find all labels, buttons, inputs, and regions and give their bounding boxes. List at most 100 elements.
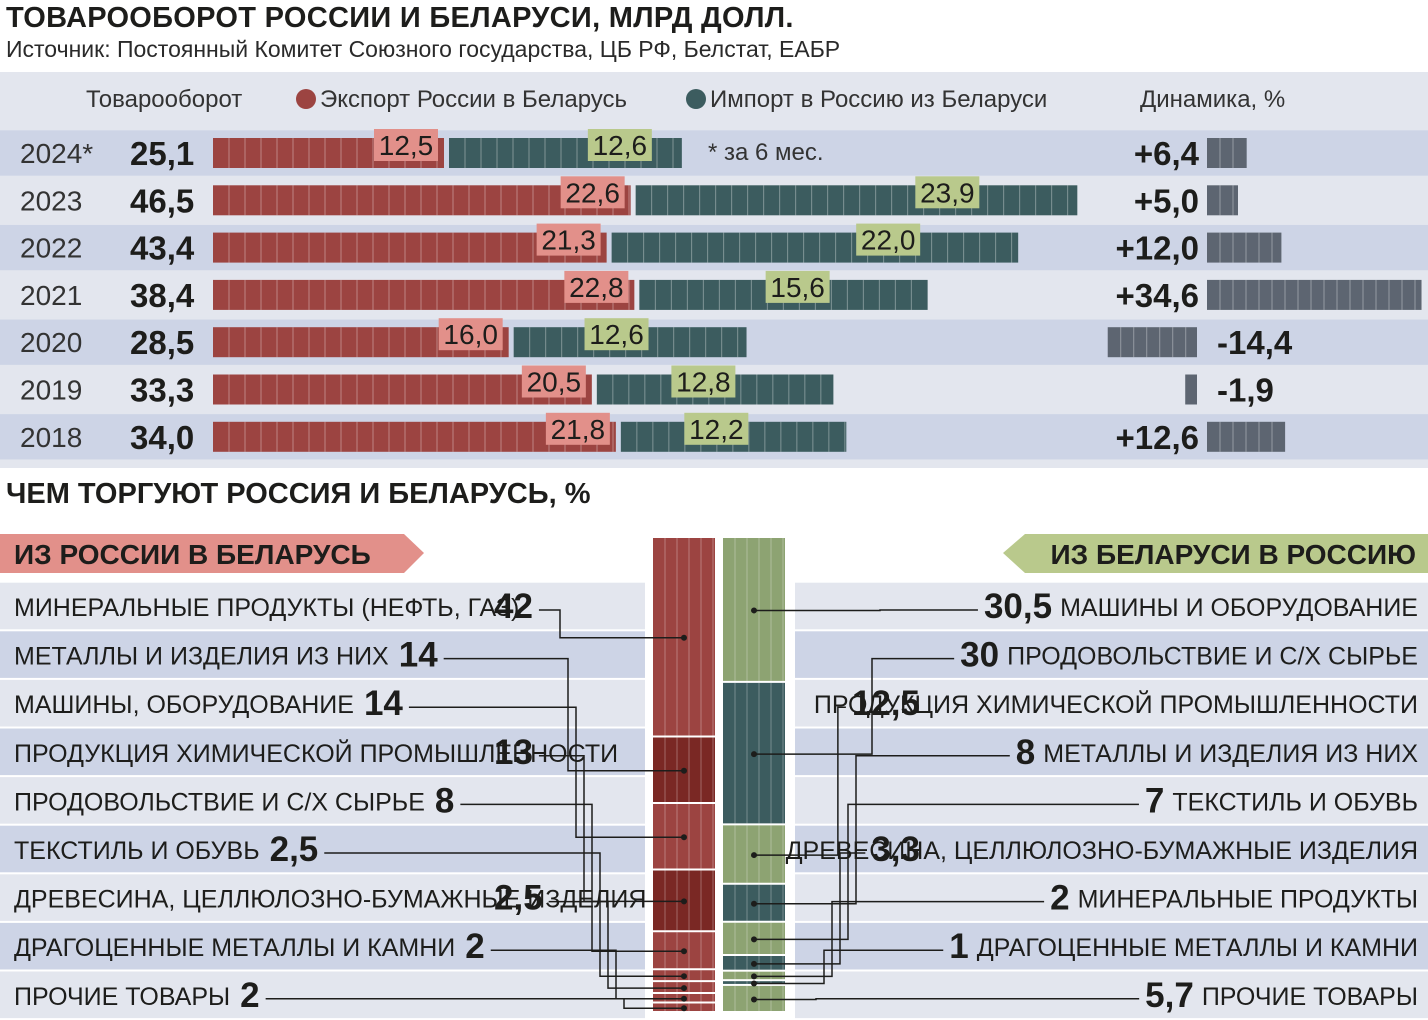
import-item-value: 30,5 bbox=[984, 587, 1052, 626]
export-leader-dot bbox=[681, 834, 687, 841]
export-item-value: 2,5 bbox=[494, 879, 543, 918]
year-label: 2024* bbox=[20, 138, 93, 169]
legend-import: Импорт в Россию из Беларуси bbox=[686, 86, 1047, 114]
import-label-bg bbox=[856, 223, 921, 256]
import-leader-line bbox=[754, 949, 944, 985]
legend-export-label: Экспорт России в Беларусь bbox=[320, 86, 628, 113]
legend-export: Экспорт России в Беларусь bbox=[296, 86, 627, 114]
structure-row-right bbox=[795, 971, 1428, 1019]
structure-row-left bbox=[0, 679, 645, 727]
export-label-bg bbox=[521, 365, 586, 398]
export-label-bg bbox=[545, 412, 610, 445]
structure-row-left bbox=[0, 971, 645, 1019]
import-dot-icon bbox=[686, 89, 706, 109]
import-bar bbox=[611, 232, 1019, 263]
dynamics-value: -1,9 bbox=[1217, 372, 1274, 409]
dynamics-bar bbox=[1107, 327, 1197, 358]
export-item-value: 2 bbox=[465, 927, 484, 966]
dynamics-bar bbox=[1207, 279, 1422, 310]
year-label: 2018 bbox=[20, 422, 82, 453]
import-leader-dot bbox=[751, 852, 757, 859]
export-header: ИЗ РОССИИ В БЕЛАРУСЬ bbox=[14, 539, 371, 570]
export-leader-line bbox=[408, 706, 684, 838]
structure-row-right bbox=[795, 825, 1428, 873]
export-item-value: 14 bbox=[364, 684, 403, 723]
export-label-bg bbox=[564, 270, 629, 303]
export-item-name: МАШИНЫ, ОБОРУДОВАНИЕ bbox=[14, 691, 354, 719]
import-leader-dot bbox=[751, 996, 757, 1003]
export-value-label: 21,3 bbox=[541, 225, 596, 256]
structure-row-left bbox=[0, 728, 645, 776]
dynamics-value: +34,6 bbox=[1116, 277, 1200, 314]
dynamics-value: +6,4 bbox=[1134, 135, 1200, 172]
export-leader-line bbox=[460, 803, 684, 952]
export-leader-dot bbox=[681, 995, 687, 1002]
export-dot-icon bbox=[296, 89, 316, 109]
export-item-name: ДРЕВЕСИНА, ЦЕЛЛЮЛОЗНО-БУМАЖНЫЕ ИЗДЕЛИЯ bbox=[14, 886, 646, 914]
import-label-bg bbox=[671, 365, 736, 398]
import-label-bg bbox=[765, 270, 830, 303]
import-value-label: 12,6 bbox=[593, 130, 648, 161]
chart-title: ТОВАРООБОРОТ РОССИИ И БЕЛАРУСИ, МЛРД ДОЛ… bbox=[6, 2, 794, 34]
footnote: * за 6 мес. bbox=[708, 139, 824, 166]
turnover-value: 46,5 bbox=[130, 182, 194, 219]
dynamics-bar bbox=[1207, 138, 1247, 168]
import-leader-dot bbox=[751, 960, 757, 967]
structure-row-right bbox=[795, 728, 1428, 776]
export-leader-line bbox=[324, 852, 684, 977]
year-label: 2023 bbox=[20, 185, 82, 216]
dynamics-value: +5,0 bbox=[1134, 182, 1199, 219]
import-header-arrow bbox=[1003, 534, 1428, 573]
export-item-value: 14 bbox=[399, 636, 438, 675]
export-leader-line bbox=[265, 998, 684, 1009]
import-item-name: МАШИНЫ И ОБОРУДОВАНИЕ bbox=[1060, 594, 1418, 622]
export-leader-dot bbox=[681, 985, 687, 992]
import-value-label: 12,6 bbox=[589, 319, 644, 350]
import-item-name: МИНЕРАЛЬНЫЕ ПРОДУКТЫ bbox=[1078, 886, 1418, 914]
export-item-name: МИНЕРАЛЬНЫЕ ПРОДУКТЫ (НЕФТЬ, ГАЗ) bbox=[14, 594, 519, 622]
import-item-name: ПРОЧИЕ ТОВАРЫ bbox=[1202, 983, 1418, 1011]
export-label-bg bbox=[438, 318, 503, 351]
import-leader-line bbox=[754, 755, 1010, 905]
structure-row-right bbox=[795, 922, 1428, 970]
year-label: 2019 bbox=[20, 375, 82, 406]
import-item-name: ДРЕВЕСИНА, ЦЕЛЛЮЛОЗНО-БУМАЖНЫЕ ИЗДЕЛИЯ bbox=[786, 837, 1418, 865]
structure-row-right bbox=[795, 582, 1428, 630]
export-item-value: 2 bbox=[240, 976, 259, 1015]
dynamics-value: +12,0 bbox=[1116, 230, 1200, 267]
dynamics-bar bbox=[1207, 232, 1282, 263]
import-item-name: ДРАГОЦЕННЫЕ МЕТАЛЛЫ И КАМНИ bbox=[977, 934, 1418, 962]
export-value-label: 22,6 bbox=[565, 177, 620, 208]
export-item-value: 13 bbox=[494, 733, 533, 772]
import-value-label: 23,9 bbox=[920, 177, 975, 208]
export-item-value: 8 bbox=[435, 781, 454, 820]
structure-title: ЧЕМ ТОРГУЮТ РОССИЯ И БЕЛАРУСЬ, % bbox=[6, 478, 591, 510]
dynamics-value: -14,4 bbox=[1217, 324, 1293, 361]
import-leader-dot bbox=[751, 980, 757, 987]
import-item-value: 30 bbox=[960, 636, 999, 675]
import-header: ИЗ БЕЛАРУСИ В РОССИЮ bbox=[1051, 539, 1417, 570]
import-item-value: 5,7 bbox=[1145, 976, 1194, 1015]
source-note: Источник: Постоянный Комитет Союзного го… bbox=[6, 36, 841, 62]
import-leader-dot bbox=[751, 973, 757, 980]
import-label-bg bbox=[915, 176, 980, 209]
export-item-name: МЕТАЛЛЫ И ИЗДЕЛИЯ ИЗ НИХ bbox=[14, 643, 389, 671]
turnover-value: 43,4 bbox=[130, 230, 195, 267]
import-item-value: 7 bbox=[1145, 781, 1164, 820]
import-item-value: 3,3 bbox=[871, 830, 920, 869]
import-leader-dot bbox=[751, 900, 757, 907]
export-leader-line bbox=[538, 755, 684, 903]
structure-row-right bbox=[795, 777, 1428, 824]
export-value-label: 21,8 bbox=[551, 414, 606, 445]
dynamics-value: +12,6 bbox=[1116, 419, 1200, 456]
turnover-value: 38,4 bbox=[130, 277, 195, 314]
structure-row-left bbox=[0, 922, 645, 970]
structure-row-left bbox=[0, 874, 645, 921]
year-label: 2022 bbox=[20, 233, 82, 264]
import-value-label: 12,2 bbox=[689, 414, 744, 445]
import-leader-line bbox=[754, 706, 846, 856]
import-item-value: 1 bbox=[949, 927, 968, 966]
export-item-name: ТЕКСТИЛЬ И ОБУВЬ bbox=[14, 837, 260, 865]
import-item-value: 12,5 bbox=[852, 684, 920, 723]
export-leader-dot bbox=[681, 973, 687, 980]
